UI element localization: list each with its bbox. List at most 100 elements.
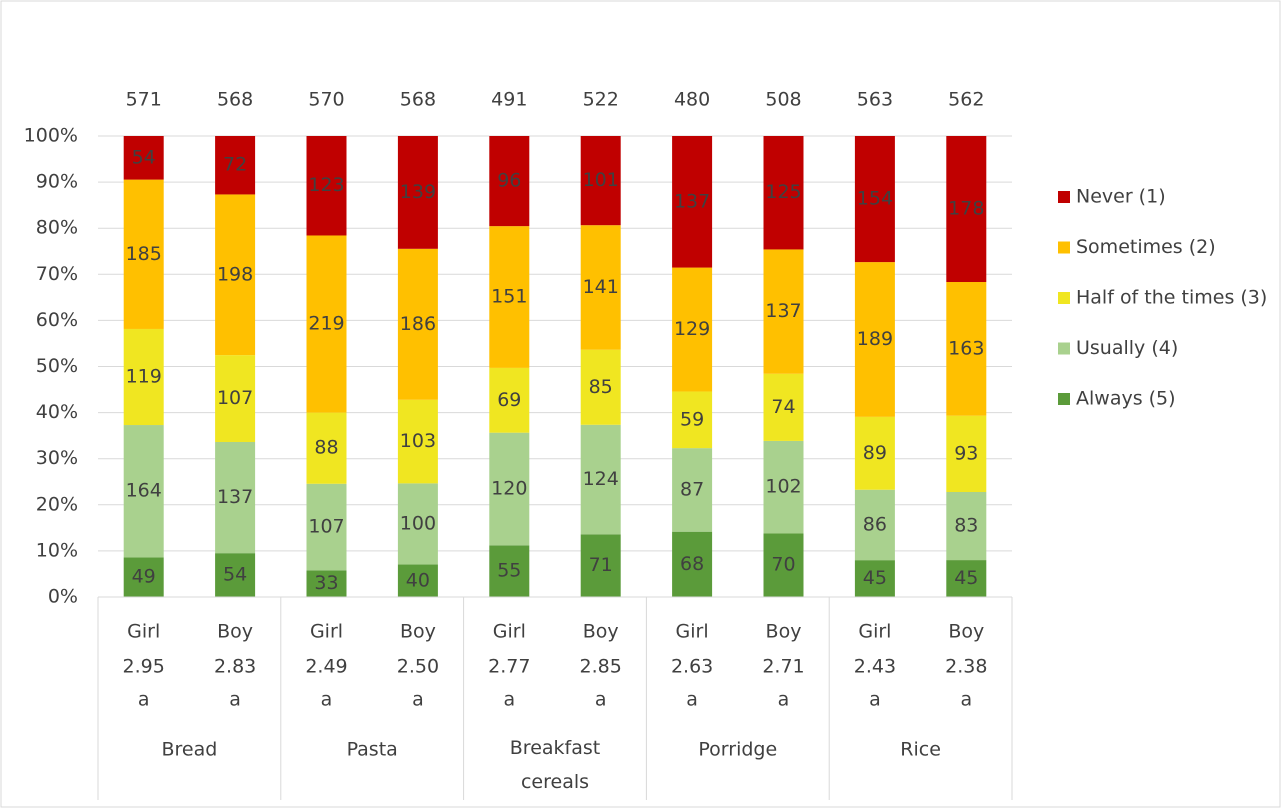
bar-segment [397, 564, 438, 597]
bar-segment [946, 492, 987, 561]
bar-segment [763, 136, 804, 250]
y-tick-label: 60% [36, 309, 78, 331]
bar-segment [580, 424, 621, 535]
x-tick-label: Girl [310, 621, 343, 643]
bar-segment [215, 194, 256, 356]
total-label: 508 [765, 89, 801, 111]
data-label: 120 [491, 478, 527, 500]
bar-segment [672, 136, 713, 268]
x-tick-label: Boy [766, 621, 802, 643]
bar-segment [123, 136, 164, 180]
group-label: Pasta [347, 739, 398, 761]
bar-segment [123, 425, 164, 558]
significance-label: a [960, 689, 972, 711]
data-label: 189 [857, 328, 893, 350]
data-label: 107 [217, 387, 253, 409]
legend-label: Sometimes (2) [1076, 236, 1216, 258]
total-label: 563 [857, 89, 893, 111]
y-tick-label: 0% [48, 586, 78, 608]
significance-label: a [686, 689, 698, 711]
total-label: 571 [126, 89, 162, 111]
bar-segment [489, 226, 530, 368]
data-label: 154 [857, 188, 893, 210]
data-label: 137 [765, 300, 801, 322]
data-label: 178 [948, 198, 984, 220]
significance-label: a [778, 689, 790, 711]
data-label: 119 [126, 365, 162, 387]
data-label: 45 [954, 567, 978, 589]
bar-segment [123, 179, 164, 329]
data-label: 198 [217, 263, 253, 285]
group-label: Breakfast cereals [510, 737, 600, 793]
bar-segment [123, 328, 164, 426]
data-label: 59 [680, 408, 704, 430]
bar-segment [946, 282, 987, 416]
bar-segment [306, 483, 347, 571]
total-label: 562 [948, 89, 984, 111]
bar-segment [397, 136, 438, 249]
legend-label: Usually (4) [1076, 337, 1178, 359]
data-label: 141 [583, 276, 619, 298]
group-label: Rice [900, 739, 941, 761]
significance-label: a [138, 689, 150, 711]
bar-segment [854, 416, 895, 490]
bar-segment [123, 557, 164, 597]
total-label: 568 [217, 89, 253, 111]
x-tick-label: Boy [217, 621, 253, 643]
data-label: 96 [497, 170, 521, 192]
bar-segment [397, 483, 438, 565]
bar-segment [580, 225, 621, 350]
total-label: 522 [583, 89, 619, 111]
mean-label: 2.49 [305, 656, 347, 678]
data-label: 123 [308, 174, 344, 196]
data-label: 88 [314, 437, 338, 459]
total-label: 491 [491, 89, 527, 111]
bar-segment [672, 391, 713, 449]
bar-segment [489, 136, 530, 227]
bar-segment [489, 432, 530, 546]
mean-label: 2.77 [488, 656, 530, 678]
x-tick-label: Boy [948, 621, 984, 643]
bar-segment [946, 415, 987, 493]
data-label: 54 [132, 146, 156, 168]
y-tick-label: 50% [36, 355, 78, 377]
bar-segment [215, 136, 256, 195]
data-label: 86 [863, 513, 887, 535]
data-label: 85 [589, 376, 613, 398]
data-label: 124 [583, 468, 619, 490]
bar-segment [854, 262, 895, 417]
bar-segment [489, 545, 530, 597]
data-label: 45 [863, 567, 887, 589]
significance-label: a [869, 689, 881, 711]
legend-label: Never (1) [1076, 186, 1166, 208]
data-label: 103 [400, 430, 436, 452]
bar-segment [215, 553, 256, 597]
data-label: 219 [308, 313, 344, 335]
total-label: 480 [674, 89, 710, 111]
x-tick-label: Girl [676, 621, 709, 643]
legend-label: Always (5) [1076, 388, 1176, 410]
bar-segment [306, 570, 347, 597]
bar-segment [397, 248, 438, 400]
data-label: 49 [132, 566, 156, 588]
y-tick-label: 100% [24, 125, 78, 147]
bar-segment [306, 412, 347, 484]
data-label: 87 [680, 478, 704, 500]
total-label: 570 [308, 89, 344, 111]
bar-segment [672, 267, 713, 392]
y-tick-label: 30% [36, 447, 78, 469]
x-tick-label: Girl [858, 621, 891, 643]
mean-label: 2.85 [580, 656, 622, 678]
x-tick-label: Girl [493, 621, 526, 643]
bar-segment [946, 560, 987, 597]
bar-segment [489, 367, 530, 433]
data-label: 125 [765, 181, 801, 203]
bar-segment [763, 533, 804, 597]
data-label: 55 [497, 560, 521, 582]
legend-swatch [1058, 342, 1070, 355]
data-label: 102 [765, 476, 801, 498]
bar-segment [215, 441, 256, 554]
data-label: 70 [771, 554, 795, 576]
